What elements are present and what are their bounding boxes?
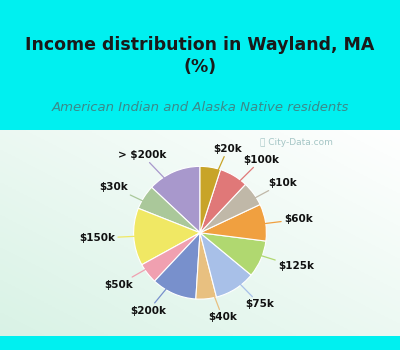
Text: $30k: $30k <box>100 182 171 214</box>
Text: $60k: $60k <box>234 215 313 228</box>
Text: ⓘ City-Data.com: ⓘ City-Data.com <box>260 138 332 147</box>
Text: $125k: $125k <box>232 246 314 272</box>
Text: $10k: $10k <box>228 178 298 212</box>
Wedge shape <box>200 233 266 275</box>
Wedge shape <box>200 233 251 297</box>
Wedge shape <box>154 233 200 299</box>
Text: $200k: $200k <box>130 265 186 316</box>
Text: $75k: $75k <box>218 262 274 309</box>
Wedge shape <box>134 208 200 265</box>
Wedge shape <box>196 233 216 299</box>
Wedge shape <box>152 166 200 233</box>
Text: $150k: $150k <box>79 233 166 243</box>
Wedge shape <box>200 204 266 241</box>
Wedge shape <box>200 170 246 233</box>
Text: $20k: $20k <box>205 144 242 199</box>
Text: > $200k: > $200k <box>118 150 186 201</box>
Text: $40k: $40k <box>203 267 237 322</box>
Text: Income distribution in Wayland, MA
(%): Income distribution in Wayland, MA (%) <box>25 36 375 76</box>
Wedge shape <box>200 166 220 233</box>
Wedge shape <box>138 187 200 233</box>
Wedge shape <box>142 233 200 281</box>
Text: American Indian and Alaska Native residents: American Indian and Alaska Native reside… <box>51 101 349 114</box>
Text: $50k: $50k <box>104 254 173 290</box>
Wedge shape <box>200 184 260 233</box>
Text: $100k: $100k <box>218 155 279 203</box>
